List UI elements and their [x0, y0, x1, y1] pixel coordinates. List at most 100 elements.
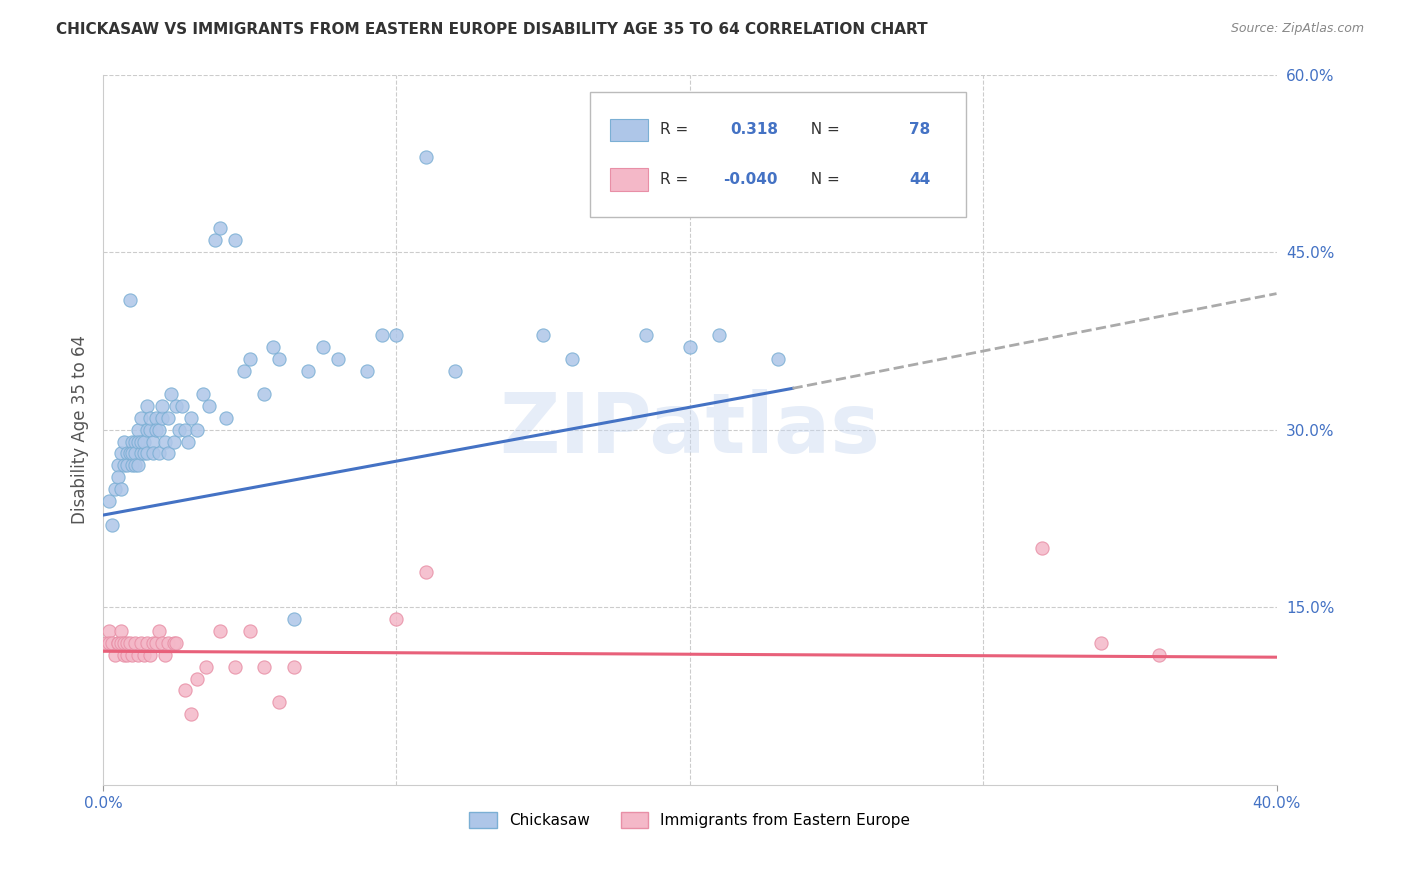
Point [124, 458, 146, 473]
Point [94, 636, 117, 650]
Point [129, 446, 152, 460]
Point [253, 387, 276, 401]
Point [98, 636, 121, 650]
Point [253, 659, 276, 673]
Point [269, 695, 291, 709]
Point [209, 624, 232, 639]
Point [269, 351, 291, 366]
Point [98, 494, 121, 508]
Point [204, 233, 226, 247]
Point [239, 351, 262, 366]
Point [142, 434, 165, 449]
Point [124, 636, 146, 650]
Point [115, 636, 138, 650]
Text: 44: 44 [910, 172, 931, 187]
Point [129, 434, 152, 449]
Point [1147, 648, 1170, 662]
Point [356, 363, 378, 377]
FancyBboxPatch shape [591, 92, 966, 217]
Point [127, 648, 149, 662]
Point [134, 446, 156, 460]
Point [142, 446, 165, 460]
Point [153, 434, 176, 449]
Point [127, 423, 149, 437]
Point [232, 363, 254, 377]
Point [121, 446, 143, 460]
Point [115, 648, 138, 662]
Point [159, 387, 181, 401]
Point [215, 411, 238, 425]
Text: -0.040: -0.040 [723, 172, 778, 187]
Point [197, 399, 219, 413]
Point [1031, 541, 1053, 556]
Point [312, 340, 335, 354]
Point [385, 612, 408, 626]
Point [150, 399, 173, 413]
Point [297, 363, 319, 377]
Point [145, 423, 167, 437]
Point [224, 233, 246, 247]
Point [139, 411, 162, 425]
Point [162, 636, 184, 650]
Point [112, 458, 135, 473]
Point [150, 411, 173, 425]
Point [174, 423, 197, 437]
Point [124, 446, 146, 460]
Point [166, 636, 188, 650]
Point [129, 411, 152, 425]
Point [107, 470, 129, 484]
Point [283, 612, 305, 626]
Point [104, 482, 127, 496]
Point [127, 434, 149, 449]
Point [153, 648, 176, 662]
Point [121, 458, 143, 473]
Point [121, 648, 143, 662]
Point [127, 458, 149, 473]
Text: Source: ZipAtlas.com: Source: ZipAtlas.com [1230, 22, 1364, 36]
Point [180, 706, 202, 721]
Point [444, 363, 467, 377]
Point [172, 399, 194, 413]
Text: CHICKASAW VS IMMIGRANTS FROM EASTERN EUROPE DISABILITY AGE 35 TO 64 CORRELATION : CHICKASAW VS IMMIGRANTS FROM EASTERN EUR… [56, 22, 928, 37]
Point [134, 434, 156, 449]
Text: N =: N = [801, 172, 845, 187]
Point [118, 636, 141, 650]
Point [142, 636, 165, 650]
Point [104, 648, 127, 662]
Point [115, 458, 138, 473]
Point [124, 434, 146, 449]
Point [118, 446, 141, 460]
Point [110, 482, 132, 496]
Point [679, 340, 702, 354]
Point [262, 340, 284, 354]
Point [107, 458, 129, 473]
Point [224, 659, 246, 673]
Point [326, 351, 349, 366]
Bar [610, 169, 648, 191]
Point [112, 434, 135, 449]
Point [136, 423, 159, 437]
Point [136, 446, 159, 460]
Point [107, 636, 129, 650]
Point [186, 423, 208, 437]
Point [385, 328, 408, 343]
Point [156, 636, 179, 650]
Text: R =: R = [661, 122, 693, 137]
Point [177, 434, 200, 449]
Point [162, 434, 184, 449]
Text: 78: 78 [910, 122, 931, 137]
Point [98, 624, 121, 639]
Point [112, 636, 135, 650]
Point [169, 423, 191, 437]
Point [371, 328, 394, 343]
Text: ZIPatlas: ZIPatlas [499, 389, 880, 470]
Point [194, 659, 217, 673]
Text: R =: R = [661, 172, 693, 187]
Point [134, 648, 156, 662]
Point [148, 423, 170, 437]
Y-axis label: Disability Age 35 to 64: Disability Age 35 to 64 [72, 335, 89, 524]
Point [110, 446, 132, 460]
Point [415, 565, 437, 579]
Point [136, 636, 159, 650]
Point [145, 411, 167, 425]
